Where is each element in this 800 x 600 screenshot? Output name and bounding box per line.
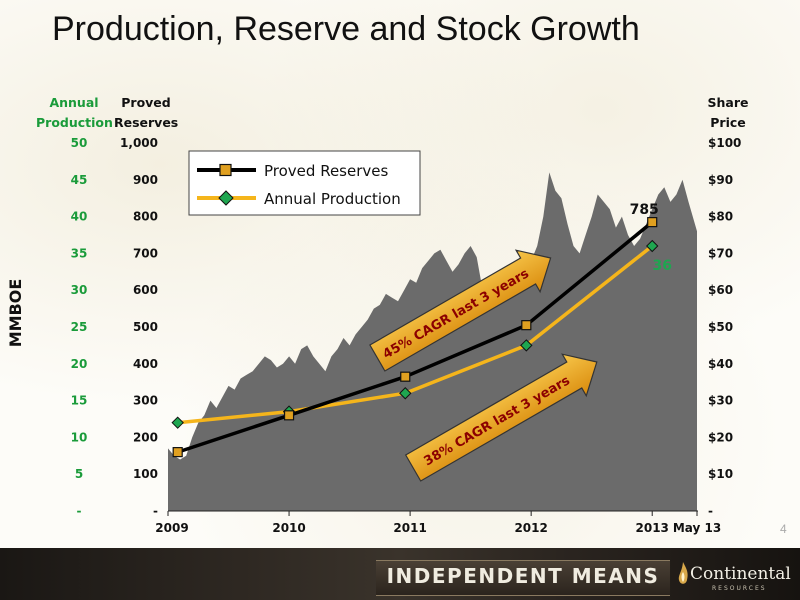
reserves-tick-label: 600 bbox=[133, 283, 158, 297]
flame-logo-icon bbox=[678, 562, 688, 584]
production-header-line1: Annual bbox=[49, 95, 99, 110]
legend-reserves-label: Proved Reserves bbox=[264, 162, 388, 180]
footer-banner bbox=[376, 560, 670, 596]
price-tick-label: $60 bbox=[708, 283, 733, 297]
production-tick-label: 40 bbox=[71, 210, 88, 224]
reserves-tick-label: - bbox=[153, 504, 158, 518]
reserves-tick-label: 800 bbox=[133, 210, 158, 224]
x-tick-label: May 13 bbox=[673, 521, 721, 535]
footer-company-sub: RESOURCES bbox=[712, 585, 767, 592]
production-tick-label: 35 bbox=[71, 246, 88, 260]
reserves-tick-label: 500 bbox=[133, 320, 158, 334]
price-tick-label: $100 bbox=[708, 136, 741, 150]
price-tick-label: $20 bbox=[708, 430, 733, 444]
reserves-tick-label: 900 bbox=[133, 173, 158, 187]
production-header-line2: Production bbox=[36, 115, 113, 130]
proved-reserves-point bbox=[172, 447, 183, 458]
price-tick-label: $10 bbox=[708, 467, 733, 481]
production-tick-label: 10 bbox=[71, 430, 88, 444]
proved-reserves-point bbox=[647, 217, 658, 228]
legend-reserves-marker bbox=[219, 163, 232, 177]
price-tick-label: $90 bbox=[708, 173, 733, 187]
production-end-label: 36 bbox=[652, 258, 671, 274]
annual-production-point bbox=[399, 387, 412, 400]
legend-production-label: Annual Production bbox=[264, 190, 401, 208]
reserves-tick-label: 100 bbox=[133, 467, 158, 481]
price-header-line2: Price bbox=[710, 115, 746, 130]
x-tick-label: 2013 bbox=[636, 521, 669, 535]
reserves-tick-label: 200 bbox=[133, 430, 158, 444]
price-tick-label: $40 bbox=[708, 357, 733, 371]
page-number: 4 bbox=[780, 522, 787, 536]
legend-production-marker bbox=[218, 190, 234, 206]
proved-reserves-point bbox=[521, 320, 532, 331]
price-tick-label: $70 bbox=[708, 246, 733, 260]
price-tick-label: $80 bbox=[708, 210, 733, 224]
production-reserve-stock-chart: - 100 200 300 400 500 600 700 800 900 1,000 - 5 10 15 2… bbox=[71, 136, 742, 535]
production-tick-label: 20 bbox=[71, 357, 88, 371]
footer-tagline: INDEPENDENT MEANS bbox=[386, 564, 660, 588]
annual-production-point bbox=[520, 339, 533, 352]
reserves-tick-label: 300 bbox=[133, 394, 158, 408]
price-tick-label: - bbox=[708, 504, 713, 518]
x-tick-label: 2011 bbox=[393, 521, 426, 535]
legend-box bbox=[188, 150, 421, 216]
reserves-header-line1: Proved bbox=[121, 95, 171, 110]
slide-title: Production, Reserve and Stock Growth bbox=[52, 10, 640, 48]
proved-reserves-point bbox=[400, 371, 411, 382]
production-tick-label: - bbox=[77, 504, 82, 518]
reserves-axis-header: Proved Reserves bbox=[114, 93, 178, 133]
price-header-line1: Share bbox=[707, 95, 749, 110]
annual-production-point bbox=[646, 239, 659, 253]
production-tick-label: 30 bbox=[71, 283, 88, 297]
x-tick-label: 2009 bbox=[155, 521, 188, 535]
production-tick-label: 50 bbox=[71, 136, 88, 150]
reserves-tick-label: 1,000 bbox=[120, 136, 158, 150]
price-tick-label: $50 bbox=[708, 320, 733, 334]
price-axis-header: Share Price bbox=[693, 93, 763, 133]
production-tick-label: 45 bbox=[71, 173, 88, 187]
annual-production-point bbox=[171, 416, 184, 429]
cagr-arrow-production-shape bbox=[404, 353, 598, 482]
x-tick-label: 2012 bbox=[514, 521, 547, 535]
reserves-tick-label: 700 bbox=[133, 246, 158, 260]
price-tick-label: $30 bbox=[708, 394, 733, 408]
production-tick-label: 5 bbox=[75, 467, 83, 481]
reserves-end-label: 785 bbox=[630, 202, 659, 218]
production-axis-header: Annual Production bbox=[36, 93, 113, 133]
production-tick-label: 15 bbox=[71, 394, 88, 408]
footer-company-name: Continental bbox=[690, 564, 791, 584]
reserves-tick-label: 400 bbox=[133, 357, 158, 371]
x-tick-label: 2010 bbox=[272, 521, 305, 535]
reserves-header-line2: Reserves bbox=[114, 115, 179, 130]
production-tick-label: 25 bbox=[71, 320, 88, 334]
proved-reserves-point bbox=[283, 410, 295, 421]
cagr-arrow-reserves-shape bbox=[369, 249, 552, 372]
